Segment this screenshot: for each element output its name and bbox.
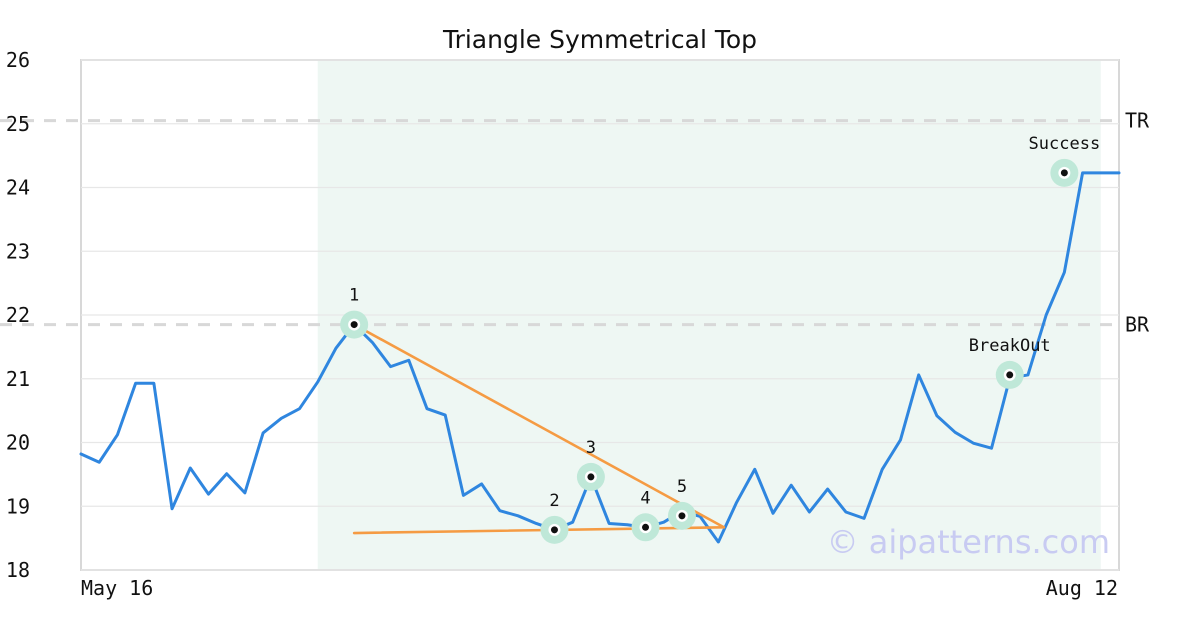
pattern-layer bbox=[352, 323, 726, 535]
pattern-label-success: Success bbox=[1029, 134, 1101, 154]
upper-pattern-line bbox=[352, 323, 726, 529]
y-axis-tick-label: 18 bbox=[6, 558, 30, 582]
pattern-label-1: 1 bbox=[349, 286, 359, 306]
pattern-point-5 bbox=[678, 512, 686, 520]
labels-layer: 181920212223242526TRBR12345BreakOutSucce… bbox=[6, 48, 1150, 582]
lower-pattern-line bbox=[352, 525, 726, 535]
x-axis-start-label: May 16 bbox=[81, 576, 153, 600]
grid-layer bbox=[81, 59, 1119, 571]
pattern-point-4 bbox=[642, 523, 650, 531]
y-axis-tick-label: 23 bbox=[6, 239, 30, 263]
y-axis-tick-label: 24 bbox=[6, 176, 30, 200]
pattern-label-3: 3 bbox=[586, 438, 596, 458]
pattern-label-breakout: BreakOut bbox=[969, 336, 1051, 356]
x-axis-end-label: Aug 12 bbox=[1046, 576, 1118, 600]
pattern-point-1 bbox=[350, 321, 358, 329]
reference-layer bbox=[0, 119, 1119, 327]
y-axis-tick-label: 19 bbox=[6, 494, 30, 518]
pattern-point-success bbox=[1060, 169, 1068, 177]
price-series-line bbox=[79, 171, 1121, 544]
y-axis-tick-label: 25 bbox=[6, 112, 30, 136]
pattern-point-2 bbox=[550, 526, 558, 534]
series-layer bbox=[79, 171, 1121, 544]
watermark: © aipatterns.com bbox=[827, 523, 1110, 561]
points-layer bbox=[340, 158, 1079, 544]
y-axis-tick-label: 21 bbox=[6, 367, 30, 391]
reference-label-tr: TR bbox=[1125, 109, 1150, 133]
pattern-point-breakout bbox=[1006, 371, 1014, 379]
pattern-label-4: 4 bbox=[640, 488, 650, 508]
pattern-label-5: 5 bbox=[677, 477, 687, 497]
pattern-label-2: 2 bbox=[549, 491, 559, 511]
reference-label-br: BR bbox=[1125, 313, 1150, 337]
pattern-point-3 bbox=[587, 473, 595, 481]
y-axis-tick-label: 22 bbox=[6, 303, 30, 327]
chart-title: Triangle Symmetrical Top bbox=[442, 25, 757, 54]
y-axis-tick-label: 26 bbox=[6, 48, 30, 72]
y-axis-tick-label: 20 bbox=[6, 431, 30, 455]
